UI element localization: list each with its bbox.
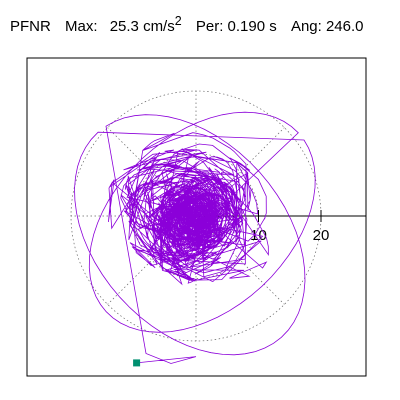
ang-label: Ang: [290, 18, 322, 35]
axis-ticks: 10 20 [250, 210, 329, 244]
per-value: 0.190 s [227, 18, 277, 35]
motion-trace [74, 111, 316, 364]
ang-value: 246.0 [325, 18, 364, 35]
plot-frame [26, 57, 367, 377]
max-exponent: 2 [174, 14, 182, 28]
end-marker [133, 359, 141, 367]
station-code: PFNR [10, 18, 51, 35]
tick-label: 20 [313, 227, 330, 244]
per-label: Per: [195, 18, 224, 35]
max-label: Max: [65, 18, 98, 35]
max-value: 25.3 cm/s [109, 18, 175, 35]
header-line: PFNR Max: 25.3 cm/s2 Per: 0.190 s Ang: 2… [10, 14, 364, 35]
